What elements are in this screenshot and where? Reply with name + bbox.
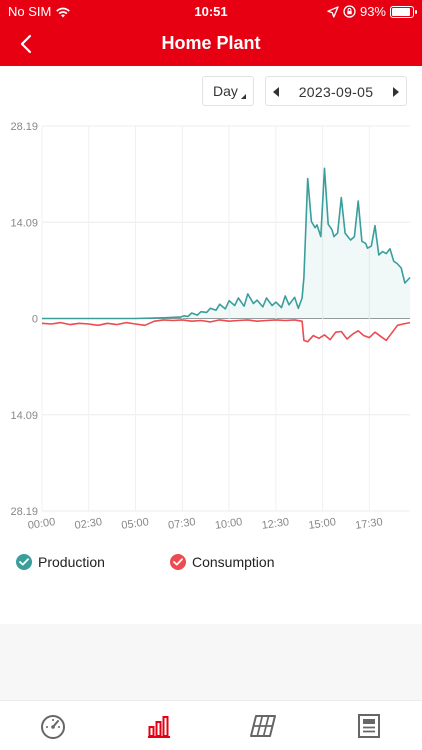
chart-legend: Production Consumption [0,554,422,576]
battery-icon [390,5,417,18]
chart-controls: Day 2023-09-05 [0,76,422,106]
y-tick-label: 28.19 [10,121,38,133]
legend-item-consumption[interactable]: Consumption [170,554,275,570]
x-tick-label: 02:30 [74,516,103,532]
tab-reports[interactable] [354,711,384,741]
y-tick-label: 14.09 [10,410,38,422]
previous-date-button[interactable] [273,87,279,97]
battery-level [392,7,410,16]
y-tick-label: 0 [32,314,38,326]
status-time: 10:51 [194,4,228,19]
power-chart: 28.19 14.09 0 14.09 28.19 00:00 02:30 05:00 07:… [0,112,422,542]
location-arrow-icon [327,5,339,18]
legend-label-consumption: Consumption [192,554,275,570]
app-header: No SIM 10:51 93% [0,0,422,66]
series-area-production [42,168,410,319]
dashboard-gauge-icon [41,715,65,739]
x-tick-label: 12:30 [261,516,290,532]
next-date-button[interactable] [393,87,399,97]
battery-percent: 93% [359,4,386,19]
carrier-label: No SIM [8,4,52,19]
dropdown-arrow-icon [241,94,246,99]
series-line-consumption [41,319,411,343]
x-tick-label: 07:30 [167,516,196,532]
legend-item-production[interactable]: Production [16,554,105,570]
wifi-icon [56,7,71,17]
report-document-icon [358,714,380,738]
date-value[interactable]: 2023-09-05 [298,84,374,100]
solar-panel-icon [250,715,276,737]
date-picker: 2023-09-05 [265,76,407,106]
period-select[interactable]: Day [202,76,254,106]
back-button[interactable] [10,28,42,60]
bottom-tab-bar [0,700,422,750]
power-chart-svg: 28.19 14.09 0 14.09 28.19 00:00 02:30 05:00 07:… [10,121,411,532]
x-tick-label: 00:00 [27,516,56,532]
check-circle-icon [170,554,186,570]
chevron-left-icon [20,34,32,54]
x-tick-label: 17:30 [355,516,384,532]
y-tick-label: 28.19 [10,506,38,518]
content-spacer [0,624,422,700]
orientation-lock-icon [343,5,356,18]
x-tick-label: 15:00 [308,516,337,532]
bar-chart-icon [148,716,170,738]
check-circle-icon [16,554,32,570]
y-tick-label: 14.09 [10,217,38,229]
tab-devices[interactable] [248,711,278,741]
tab-charts[interactable] [144,711,174,741]
status-bar: No SIM 10:51 93% [0,0,422,22]
period-value: Day [213,83,238,99]
legend-label-production: Production [38,554,105,570]
navigation-bar: Home Plant [0,22,422,66]
x-tick-label: 10:00 [214,516,243,532]
tab-dashboard[interactable] [38,711,68,741]
series-line-production [42,167,411,320]
page-title: Home Plant [161,33,261,53]
x-tick-label: 05:00 [121,516,150,532]
